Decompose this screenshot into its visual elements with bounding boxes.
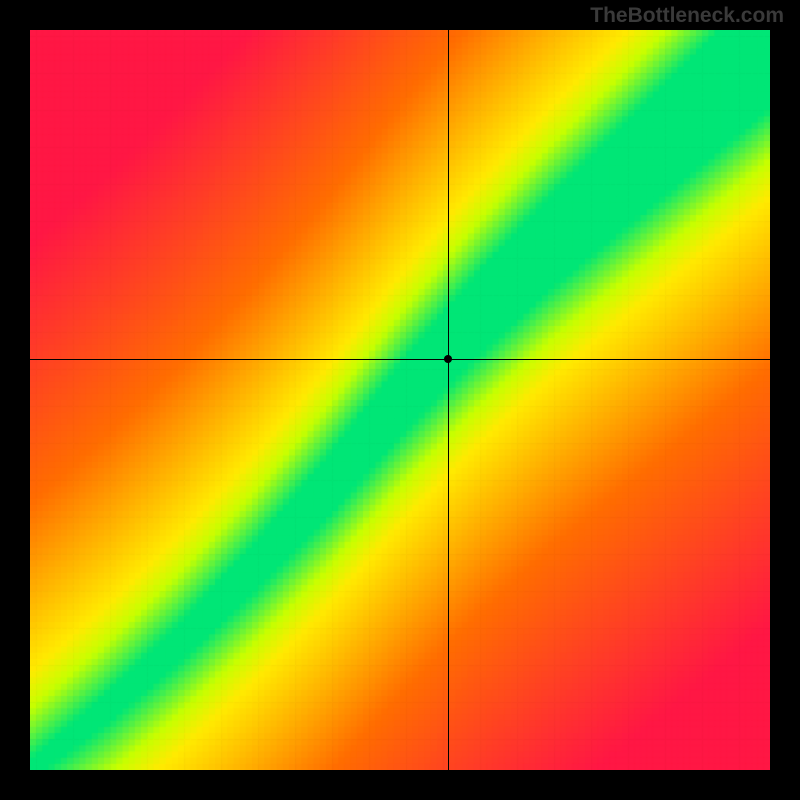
chart-container: TheBottleneck.com: [0, 0, 800, 800]
crosshair-vertical: [448, 30, 449, 770]
heatmap-canvas: [30, 30, 770, 770]
crosshair-horizontal: [30, 359, 770, 360]
watermark-text: TheBottleneck.com: [590, 4, 784, 28]
plot-area: [30, 30, 770, 770]
crosshair-marker: [444, 355, 452, 363]
